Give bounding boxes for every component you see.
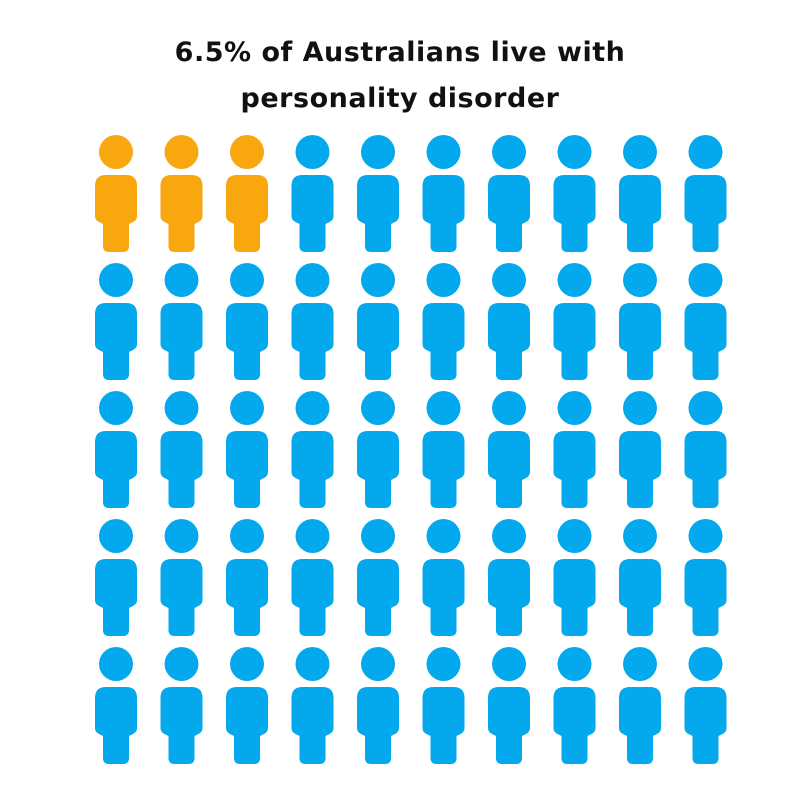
person-icon <box>619 391 661 508</box>
chart-title-line-1: 6.5% of Australians live with <box>174 37 626 68</box>
person-icon <box>488 391 530 508</box>
person-icon-highlighted <box>226 135 268 252</box>
person-icon <box>553 135 596 252</box>
person-icon <box>553 519 596 636</box>
person-icon <box>357 519 399 636</box>
person-icon <box>684 135 727 252</box>
chart-title: 6.5% of Australians live with personalit… <box>0 30 800 122</box>
person-icon <box>95 391 137 508</box>
person-icon <box>553 263 596 380</box>
person-icon <box>553 391 596 508</box>
person-icon <box>684 391 727 508</box>
person-icon <box>226 391 268 508</box>
person-icon <box>95 263 137 380</box>
person-icon <box>422 263 465 380</box>
person-icon <box>160 519 203 636</box>
person-icon <box>291 135 334 252</box>
person-icon <box>488 263 530 380</box>
person-icon-highlighted <box>160 135 203 252</box>
person-icon <box>160 647 203 764</box>
person-icon <box>422 647 465 764</box>
person-icon <box>619 647 661 764</box>
person-icon <box>422 519 465 636</box>
person-icon <box>291 519 334 636</box>
person-icon <box>488 135 530 252</box>
person-icon <box>488 647 530 764</box>
person-icon <box>684 519 727 636</box>
person-icon <box>160 263 203 380</box>
person-icon <box>619 519 661 636</box>
person-icon <box>357 391 399 508</box>
person-icon <box>226 647 268 764</box>
person-icon <box>684 647 727 764</box>
person-icon <box>422 135 465 252</box>
person-icon <box>619 263 661 380</box>
person-icon <box>291 647 334 764</box>
person-icon <box>95 647 137 764</box>
person-icon <box>422 391 465 508</box>
person-icon <box>488 519 530 636</box>
person-icon <box>291 391 334 508</box>
person-icon <box>553 647 596 764</box>
person-icon <box>619 135 661 252</box>
person-icon <box>226 263 268 380</box>
person-icon <box>291 263 334 380</box>
person-icon <box>160 391 203 508</box>
person-icon-highlighted <box>95 135 137 252</box>
person-icon <box>226 519 268 636</box>
chart-title-line-2: personality disorder <box>240 83 560 114</box>
person-icon <box>357 263 399 380</box>
person-icon <box>357 135 399 252</box>
person-icon <box>95 519 137 636</box>
person-icon <box>684 263 727 380</box>
person-icon <box>357 647 399 764</box>
